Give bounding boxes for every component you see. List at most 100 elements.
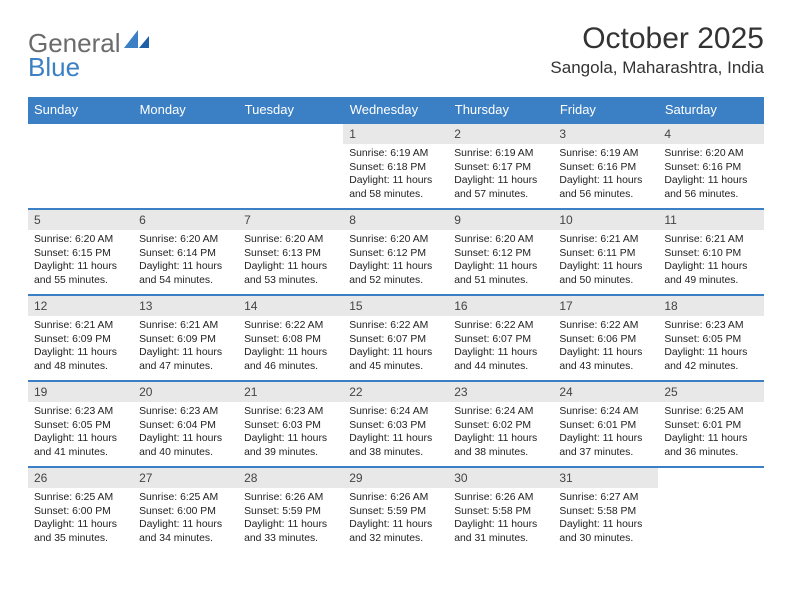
day-body: Sunrise: 6:26 AMSunset: 5:59 PMDaylight:… <box>343 488 448 550</box>
day-dl1: Daylight: 11 hours <box>664 346 757 360</box>
day-dl1: Daylight: 11 hours <box>244 432 337 446</box>
day-number: 1 <box>343 124 448 144</box>
calendar-cell: 2Sunrise: 6:19 AMSunset: 6:17 PMDaylight… <box>448 123 553 209</box>
day-dl2: and 34 minutes. <box>139 532 232 546</box>
day-sunrise: Sunrise: 6:22 AM <box>244 319 337 333</box>
calendar-body: 1Sunrise: 6:19 AMSunset: 6:18 PMDaylight… <box>28 123 764 552</box>
day-sunset: Sunset: 6:09 PM <box>139 333 232 347</box>
day-body: Sunrise: 6:19 AMSunset: 6:17 PMDaylight:… <box>448 144 553 206</box>
day-body <box>133 144 238 151</box>
day-body: Sunrise: 6:20 AMSunset: 6:12 PMDaylight:… <box>343 230 448 292</box>
day-body: Sunrise: 6:24 AMSunset: 6:01 PMDaylight:… <box>553 402 658 464</box>
day-sunrise: Sunrise: 6:22 AM <box>559 319 652 333</box>
calendar-cell: 17Sunrise: 6:22 AMSunset: 6:06 PMDayligh… <box>553 295 658 381</box>
logo-text-2: Blue <box>28 52 80 82</box>
calendar-cell: 30Sunrise: 6:26 AMSunset: 5:58 PMDayligh… <box>448 467 553 552</box>
day-dl1: Daylight: 11 hours <box>34 346 127 360</box>
weekday-header-row: Sunday Monday Tuesday Wednesday Thursday… <box>28 97 764 123</box>
day-body: Sunrise: 6:22 AMSunset: 6:07 PMDaylight:… <box>343 316 448 378</box>
day-dl2: and 39 minutes. <box>244 446 337 460</box>
calendar-cell: 19Sunrise: 6:23 AMSunset: 6:05 PMDayligh… <box>28 381 133 467</box>
day-sunset: Sunset: 6:04 PM <box>139 419 232 433</box>
calendar-cell: 20Sunrise: 6:23 AMSunset: 6:04 PMDayligh… <box>133 381 238 467</box>
calendar-cell: 14Sunrise: 6:22 AMSunset: 6:08 PMDayligh… <box>238 295 343 381</box>
day-number: 25 <box>658 382 763 402</box>
day-number: 6 <box>133 210 238 230</box>
day-sunrise: Sunrise: 6:21 AM <box>664 233 757 247</box>
day-body: Sunrise: 6:20 AMSunset: 6:16 PMDaylight:… <box>658 144 763 206</box>
day-dl2: and 54 minutes. <box>139 274 232 288</box>
day-number: 22 <box>343 382 448 402</box>
day-body: Sunrise: 6:23 AMSunset: 6:04 PMDaylight:… <box>133 402 238 464</box>
calendar-cell: 24Sunrise: 6:24 AMSunset: 6:01 PMDayligh… <box>553 381 658 467</box>
day-sunset: Sunset: 6:16 PM <box>664 161 757 175</box>
day-sunrise: Sunrise: 6:21 AM <box>139 319 232 333</box>
day-number <box>658 468 763 488</box>
day-sunset: Sunset: 6:09 PM <box>34 333 127 347</box>
calendar-cell: 29Sunrise: 6:26 AMSunset: 5:59 PMDayligh… <box>343 467 448 552</box>
weekday-header: Monday <box>133 97 238 123</box>
day-body: Sunrise: 6:25 AMSunset: 6:00 PMDaylight:… <box>133 488 238 550</box>
day-number: 23 <box>448 382 553 402</box>
day-number: 16 <box>448 296 553 316</box>
day-number: 9 <box>448 210 553 230</box>
day-sunrise: Sunrise: 6:20 AM <box>454 233 547 247</box>
calendar-cell: 18Sunrise: 6:23 AMSunset: 6:05 PMDayligh… <box>658 295 763 381</box>
calendar-cell: 28Sunrise: 6:26 AMSunset: 5:59 PMDayligh… <box>238 467 343 552</box>
day-dl1: Daylight: 11 hours <box>139 260 232 274</box>
day-body: Sunrise: 6:21 AMSunset: 6:09 PMDaylight:… <box>28 316 133 378</box>
day-dl1: Daylight: 11 hours <box>349 346 442 360</box>
day-sunrise: Sunrise: 6:24 AM <box>559 405 652 419</box>
day-dl2: and 38 minutes. <box>349 446 442 460</box>
day-dl1: Daylight: 11 hours <box>349 518 442 532</box>
weekday-header: Tuesday <box>238 97 343 123</box>
day-number: 3 <box>553 124 658 144</box>
calendar-cell: 9Sunrise: 6:20 AMSunset: 6:12 PMDaylight… <box>448 209 553 295</box>
calendar-row: 19Sunrise: 6:23 AMSunset: 6:05 PMDayligh… <box>28 381 764 467</box>
calendar-cell: 22Sunrise: 6:24 AMSunset: 6:03 PMDayligh… <box>343 381 448 467</box>
calendar-row: 26Sunrise: 6:25 AMSunset: 6:00 PMDayligh… <box>28 467 764 552</box>
day-dl1: Daylight: 11 hours <box>34 432 127 446</box>
day-dl2: and 37 minutes. <box>559 446 652 460</box>
calendar-cell: 11Sunrise: 6:21 AMSunset: 6:10 PMDayligh… <box>658 209 763 295</box>
day-dl1: Daylight: 11 hours <box>139 346 232 360</box>
day-dl2: and 52 minutes. <box>349 274 442 288</box>
day-sunrise: Sunrise: 6:20 AM <box>139 233 232 247</box>
day-dl1: Daylight: 11 hours <box>349 174 442 188</box>
calendar-row: 1Sunrise: 6:19 AMSunset: 6:18 PMDaylight… <box>28 123 764 209</box>
title-block: October 2025 Sangola, Maharashtra, India <box>550 22 764 78</box>
day-dl1: Daylight: 11 hours <box>559 432 652 446</box>
day-dl1: Daylight: 11 hours <box>454 518 547 532</box>
day-body: Sunrise: 6:23 AMSunset: 6:05 PMDaylight:… <box>658 316 763 378</box>
calendar-table: Sunday Monday Tuesday Wednesday Thursday… <box>28 97 764 552</box>
calendar-cell: 6Sunrise: 6:20 AMSunset: 6:14 PMDaylight… <box>133 209 238 295</box>
day-sunset: Sunset: 6:13 PM <box>244 247 337 261</box>
day-dl1: Daylight: 11 hours <box>454 174 547 188</box>
day-sunset: Sunset: 6:07 PM <box>349 333 442 347</box>
day-dl2: and 41 minutes. <box>34 446 127 460</box>
day-dl1: Daylight: 11 hours <box>559 518 652 532</box>
day-sunset: Sunset: 5:59 PM <box>244 505 337 519</box>
day-sunset: Sunset: 6:02 PM <box>454 419 547 433</box>
day-body: Sunrise: 6:23 AMSunset: 6:05 PMDaylight:… <box>28 402 133 464</box>
weekday-header: Thursday <box>448 97 553 123</box>
calendar-cell: 12Sunrise: 6:21 AMSunset: 6:09 PMDayligh… <box>28 295 133 381</box>
day-sunset: Sunset: 6:18 PM <box>349 161 442 175</box>
day-body <box>28 144 133 151</box>
day-sunset: Sunset: 6:00 PM <box>139 505 232 519</box>
day-number: 26 <box>28 468 133 488</box>
day-dl2: and 50 minutes. <box>559 274 652 288</box>
day-sunrise: Sunrise: 6:25 AM <box>139 491 232 505</box>
day-sunrise: Sunrise: 6:20 AM <box>664 147 757 161</box>
day-body: Sunrise: 6:24 AMSunset: 6:02 PMDaylight:… <box>448 402 553 464</box>
day-dl2: and 36 minutes. <box>664 446 757 460</box>
weekday-header: Wednesday <box>343 97 448 123</box>
day-number: 19 <box>28 382 133 402</box>
day-dl2: and 56 minutes. <box>664 188 757 202</box>
day-sunset: Sunset: 6:03 PM <box>244 419 337 433</box>
day-sunset: Sunset: 6:16 PM <box>559 161 652 175</box>
day-body: Sunrise: 6:21 AMSunset: 6:09 PMDaylight:… <box>133 316 238 378</box>
day-number: 14 <box>238 296 343 316</box>
day-body: Sunrise: 6:20 AMSunset: 6:13 PMDaylight:… <box>238 230 343 292</box>
day-sunset: Sunset: 6:00 PM <box>34 505 127 519</box>
